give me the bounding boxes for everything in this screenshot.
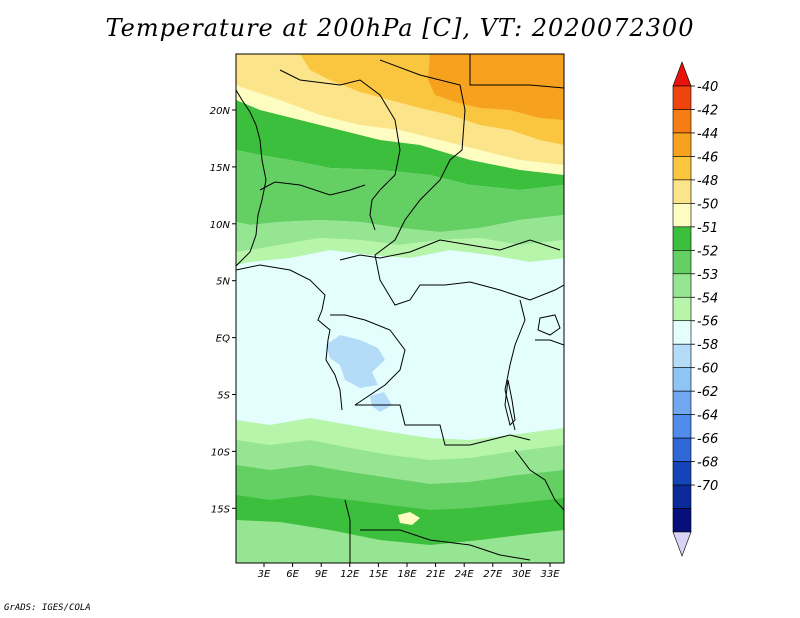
field-band-north-minus44 xyxy=(428,54,564,120)
colorbar-swatch xyxy=(672,156,692,181)
field-band-north-minus54b xyxy=(236,238,564,265)
field-patch-cold-2 xyxy=(370,392,392,412)
field-patch-cold-1 xyxy=(326,335,385,388)
colorbar-swatch xyxy=(672,273,692,298)
colorbar-swatch xyxy=(672,132,692,157)
lat-tick-label: 5N xyxy=(216,277,230,288)
border-central-1 xyxy=(259,181,366,196)
field-band-north-minus53 xyxy=(236,150,564,232)
lon-tick-label: 3E xyxy=(258,569,271,580)
colorbar-label: -56 xyxy=(697,315,718,330)
lake-tanganyika xyxy=(504,379,516,426)
lat-tick-label: 5S xyxy=(217,391,230,402)
colorbar-top-arrow xyxy=(672,61,692,87)
longitude-axis: 3E 6E 9E 12E 15E 18E 21E 24E 27E 30E 33E xyxy=(258,563,560,580)
border-central-2 xyxy=(374,254,564,306)
lat-tick-label: 10S xyxy=(211,447,231,458)
colorbar-swatch xyxy=(672,203,692,228)
colorbar-swatch xyxy=(672,437,692,462)
lake-victoria xyxy=(537,314,561,336)
colorbar-swatch xyxy=(672,250,692,275)
colorbar-label: -51 xyxy=(697,221,718,236)
border-drc-south xyxy=(355,404,531,446)
lon-tick-label: 30E xyxy=(512,569,532,580)
colorbar-swatch xyxy=(672,414,692,439)
colorbar-swatch xyxy=(672,367,692,392)
colorbar-swatch xyxy=(672,484,692,509)
colorbar-label: -54 xyxy=(697,291,718,306)
coastline-gulf xyxy=(236,264,343,411)
lon-tick-label: 15E xyxy=(369,569,389,580)
border-sudan xyxy=(469,54,564,89)
lat-tick-label: 15N xyxy=(210,163,231,174)
grads-credit: GrADS: IGES/COLA xyxy=(4,603,91,613)
lon-tick-label: 27E xyxy=(483,569,503,580)
colorbar-swatch xyxy=(672,343,692,368)
border-congo xyxy=(330,314,406,406)
country-borders xyxy=(236,54,564,563)
lon-tick-label: 21E xyxy=(426,569,446,580)
colorbar-label: -42 xyxy=(697,103,718,118)
temperature-field xyxy=(236,54,564,563)
colorbar-swatch xyxy=(672,508,692,533)
map-frame xyxy=(235,53,565,564)
border-zambia xyxy=(360,529,531,561)
latitude-axis: 20N 15N 10N 5N EQ 5S 10S 15S xyxy=(210,106,236,515)
map-title: Temperature at 200hPa [C], VT: 202007230… xyxy=(105,14,695,42)
border-east-2 xyxy=(535,339,564,346)
lon-tick-label: 33E xyxy=(540,569,560,580)
colorbar-label: -40 xyxy=(697,80,718,95)
border-angola xyxy=(344,499,351,563)
colorbar-label: -62 xyxy=(697,385,718,400)
lat-tick-label: EQ xyxy=(216,334,230,345)
colorbar-swatch xyxy=(672,320,692,345)
colorbar-swatch xyxy=(672,461,692,486)
colorbar-label: -64 xyxy=(697,409,718,424)
colorbar-label: -70 xyxy=(697,479,718,494)
lon-tick-label: 6E xyxy=(286,569,299,580)
colorbar-label: -48 xyxy=(697,174,718,189)
colorbar-label: -53 xyxy=(697,268,718,283)
border-car xyxy=(339,239,561,261)
colorbar-label: -58 xyxy=(697,338,718,353)
field-patch-south-light xyxy=(236,520,564,563)
lat-tick-label: 20N xyxy=(210,106,231,117)
colorbar-label: -66 xyxy=(697,432,718,447)
lat-tick-label: 10N xyxy=(210,220,231,231)
lon-tick-label: 18E xyxy=(397,569,417,580)
colorbar-label: -52 xyxy=(697,244,718,259)
border-east-1 xyxy=(504,299,526,431)
colorbar-label: -46 xyxy=(697,150,718,165)
colorbar: -40 -42 -44 -46 -48 -50 -51 -52 -53 -54 -56 -58 -60 -… xyxy=(672,61,718,557)
lon-tick-label: 12E xyxy=(340,569,360,580)
colorbar-swatch xyxy=(672,390,692,415)
colorbar-swatch xyxy=(672,85,692,110)
lat-tick-label: 15S xyxy=(211,504,231,515)
colorbar-swatch xyxy=(672,109,692,134)
colorbar-label: -50 xyxy=(697,197,718,212)
colorbar-swatch xyxy=(672,226,692,251)
coastline-west xyxy=(236,89,267,267)
colorbar-bottom-arrow xyxy=(672,531,692,557)
field-band-north-minus54 xyxy=(236,215,564,252)
colorbar-swatch xyxy=(672,179,692,204)
colorbar-label: -60 xyxy=(697,362,718,377)
border-sahel-2 xyxy=(374,59,466,256)
field-patch-south-yellow xyxy=(398,512,420,525)
border-sahel-1 xyxy=(279,69,401,231)
lon-tick-label: 9E xyxy=(315,569,328,580)
lon-tick-label: 24E xyxy=(455,569,475,580)
border-east-3 xyxy=(514,449,564,511)
colorbar-label: -68 xyxy=(697,456,718,471)
colorbar-swatch xyxy=(672,296,692,322)
colorbar-label: -44 xyxy=(697,127,718,142)
